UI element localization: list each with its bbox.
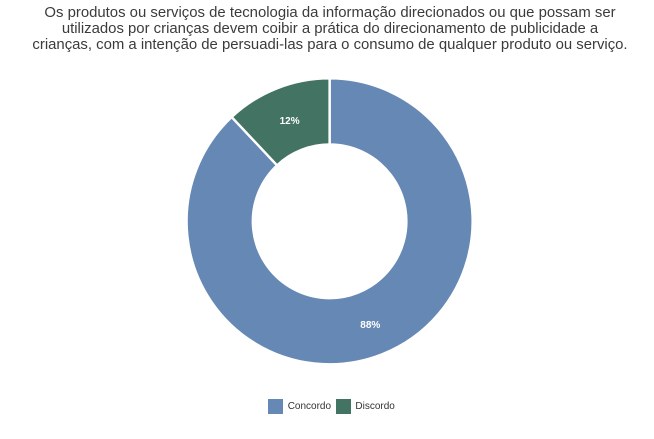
svg-text:88%: 88% (360, 320, 380, 331)
svg-text:12%: 12% (280, 116, 300, 127)
